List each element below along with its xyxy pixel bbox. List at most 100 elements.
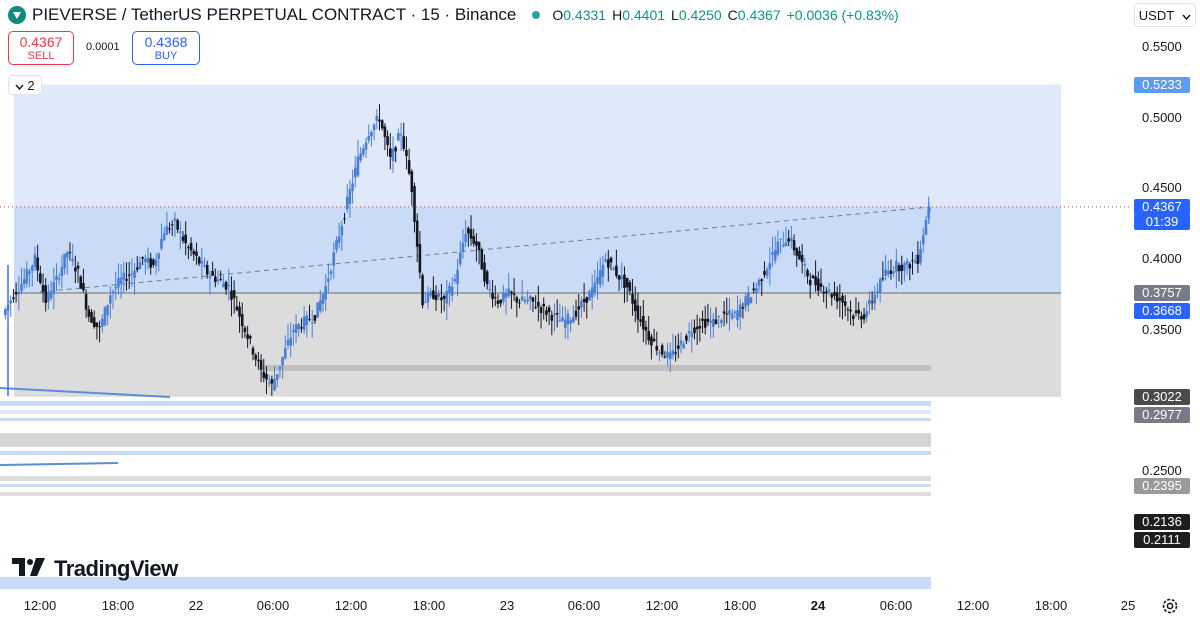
candle-body [647, 331, 651, 341]
candle-body [235, 306, 239, 311]
candle-body [892, 271, 895, 274]
candle-body [843, 301, 847, 306]
candle-body [510, 291, 513, 294]
candle-body [714, 319, 718, 325]
candle-body [717, 316, 720, 318]
candle-body [84, 294, 88, 310]
candle-body [905, 260, 909, 265]
candle-body [154, 259, 158, 266]
symbol-title[interactable]: PIEVERSE / TetherUS PERPETUAL CONTRACT ·… [32, 5, 517, 24]
candle-body [445, 290, 449, 304]
candle-body [908, 264, 912, 269]
candle-body [79, 276, 83, 289]
price-tick: 0.5000 [1142, 110, 1182, 125]
candle-body [572, 316, 575, 323]
price-chart[interactable] [0, 0, 1130, 596]
candle-body [660, 345, 664, 355]
candle-body [827, 289, 831, 292]
candle-body [68, 252, 72, 254]
candle-body [668, 352, 672, 360]
candle-body [211, 271, 214, 276]
horizontal-band [0, 451, 931, 455]
ohlc-key: L [671, 7, 679, 23]
candle-body [394, 147, 397, 152]
currency-label: USDT [1138, 7, 1175, 23]
candle-body [141, 257, 144, 259]
candle-body [496, 300, 500, 304]
candle-body [149, 258, 153, 268]
candle-body [642, 315, 645, 330]
candle-body [391, 148, 395, 162]
currency-select[interactable]: USDT [1134, 3, 1196, 27]
candle-body [176, 219, 179, 230]
candle-body [561, 317, 564, 321]
candle-body [456, 269, 459, 284]
candle-body [504, 293, 508, 298]
candle-body [475, 241, 478, 246]
candle-body [367, 136, 371, 141]
candle-body [725, 313, 729, 315]
candle-body [195, 251, 198, 256]
candle-body [388, 148, 392, 158]
candle-body [76, 265, 80, 269]
horizontal-band [0, 577, 931, 589]
candle-body [168, 228, 171, 230]
time-tick: 12:00 [645, 598, 679, 613]
ohlc-value: 0.4331 [563, 7, 607, 23]
candle-body [881, 278, 885, 280]
indicators-count: 2 [27, 77, 35, 93]
candle-body [316, 302, 319, 318]
candle-body [693, 327, 696, 334]
candle-body [348, 189, 352, 204]
candle-body [897, 265, 901, 272]
candle-body [819, 283, 823, 287]
candle-body [162, 233, 166, 241]
candle-body [628, 282, 632, 292]
candle-body [36, 257, 39, 271]
time-tick: 06:00 [567, 598, 601, 613]
candle-body [232, 290, 236, 299]
candle-body [197, 257, 201, 264]
candle-body [545, 310, 548, 315]
candle-body [100, 318, 104, 327]
candle-body [534, 306, 537, 308]
candle-body [502, 292, 505, 302]
candle-body [712, 318, 715, 327]
sell-button[interactable]: 0.4367 SELL [8, 31, 74, 65]
zone-box [14, 293, 1061, 397]
candle-body [383, 126, 387, 137]
candle-body [609, 257, 613, 263]
indicators-toggle-button[interactable]: 2 [8, 75, 42, 95]
candle-body [919, 249, 922, 263]
candle-body [798, 250, 801, 260]
candle-body [537, 301, 540, 307]
tradingview-logo-text: TradingView [54, 556, 178, 581]
candle-body [636, 305, 640, 320]
time-tick: 12:00 [956, 598, 990, 613]
candle-body [343, 218, 346, 220]
price-label: 0.2111 [1134, 532, 1190, 548]
time-tick: 25 [1120, 598, 1136, 613]
candle-body [9, 300, 13, 304]
candle-body [846, 309, 850, 311]
settings-gear-icon[interactable] [1160, 596, 1180, 616]
candle-body [372, 124, 376, 131]
candle-body [289, 337, 292, 346]
candle-body [335, 240, 338, 250]
candle-body [135, 267, 139, 270]
candle-body [709, 320, 712, 323]
candle-body [612, 268, 616, 270]
candle-body [413, 186, 416, 222]
candle-body [122, 272, 126, 280]
candle-body [130, 273, 134, 275]
horizontal-band [0, 484, 931, 487]
buy-button[interactable]: 0.4368 BUY [132, 31, 200, 65]
candle-body [353, 167, 357, 178]
candle-body [47, 291, 50, 302]
candle-body [370, 131, 373, 137]
candle-body [757, 279, 761, 286]
candle-body [41, 284, 45, 292]
candle-body [127, 274, 131, 276]
candle-body [214, 276, 217, 282]
candle-body [181, 236, 185, 241]
